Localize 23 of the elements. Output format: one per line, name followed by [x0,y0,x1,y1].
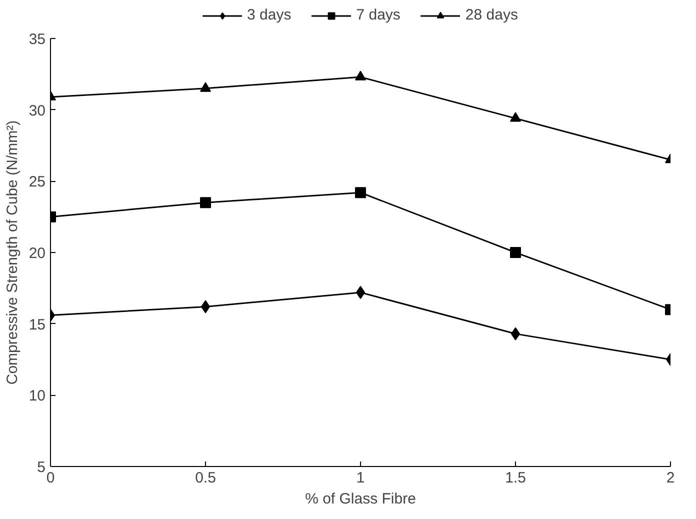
y-axis-title: Compressive Strength of Cube (N/mm²) [4,120,21,385]
point [510,112,521,122]
point [355,187,366,198]
y-tick-label: 25 [28,174,46,191]
y-tick-label: 10 [28,388,46,405]
y-tick-label: 15 [28,316,46,334]
point [510,247,521,258]
y-tick-label: 20 [28,245,46,262]
x-tick-label: 1 [356,470,365,486]
x-tick-label: 1.5 [505,470,526,486]
y-tick-label: 35 [28,31,46,48]
x-tick-label: 2 [666,470,675,486]
x-axis-title: % of Glass Fibre [305,490,416,508]
legend-label: 7 days [356,6,400,24]
x-tick-label: 0 [46,470,55,486]
y-tick-label: 30 [28,102,46,120]
legend-label: 3 days [247,6,292,24]
point [355,70,366,80]
point [200,197,211,208]
legend-label: 28 days [465,6,518,24]
point [200,82,211,92]
x-tick-label: 0.5 [195,470,216,486]
y-tick-label: 5 [37,459,46,476]
